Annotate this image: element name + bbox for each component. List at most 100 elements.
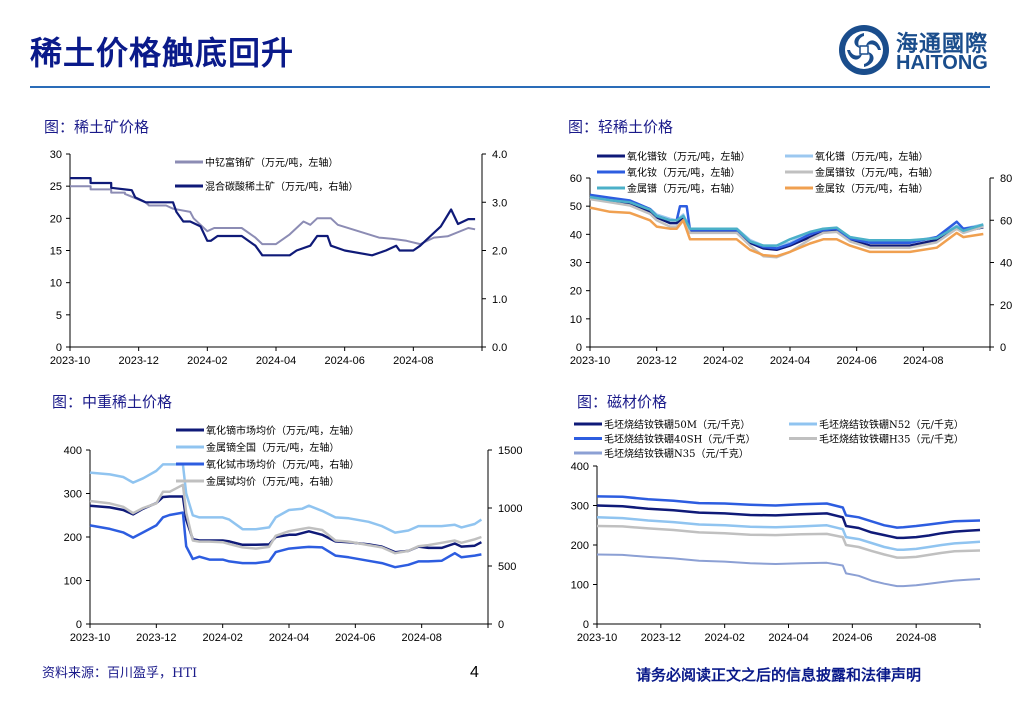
series-line-2 xyxy=(89,511,482,569)
x-tick-label: 2023-12 xyxy=(118,355,158,367)
series-line-0 xyxy=(596,504,981,540)
y-tick-label-right: 1500 xyxy=(498,445,522,457)
y-tick-label-left: 200 xyxy=(64,532,82,544)
legend-label-1: 氧化镨（万元/吨，左轴） xyxy=(815,150,928,163)
legend-label-2: 氧化铽市场均价（万元/吨，右轴） xyxy=(206,458,359,471)
y-tick-label-right: 0 xyxy=(1000,342,1006,354)
x-tick-label: 2024-04 xyxy=(770,355,810,367)
series-line-4 xyxy=(596,553,981,588)
disclaimer-link[interactable]: 请务必阅读正文之后的信息披露和法律声明 xyxy=(636,666,922,684)
y-tick-label-left: 10 xyxy=(570,314,582,326)
x-tick-label: 2024-06 xyxy=(836,355,876,367)
y-tick-label-right: 3.0 xyxy=(492,197,507,209)
series-line-3 xyxy=(89,483,482,555)
y-tick-label-left: 200 xyxy=(571,540,589,552)
y-tick-label-left: 0 xyxy=(576,342,582,354)
legend-label-0: 氧化镨钕（万元/吨，左轴） xyxy=(627,150,750,163)
x-tick-label: 2024-08 xyxy=(401,632,441,644)
x-tick-label: 2024-08 xyxy=(393,355,433,367)
logo-english-text: HAITONG xyxy=(896,52,988,74)
chart-heavy-rare-earth-prices: 0 100 200 300 400 0 500 1000 1500 2023-10 2023-12 2… xyxy=(64,424,523,644)
legend-label-0: 毛坯烧结钕铁硼50M（元/千克） xyxy=(604,418,750,431)
legend-label-1: 混合碳酸稀土矿（万元/吨，右轴） xyxy=(205,180,358,193)
y-tick-label-left: 20 xyxy=(570,286,582,298)
y-tick-label-left: 300 xyxy=(571,501,589,513)
x-tick-label: 2024-02 xyxy=(704,632,744,644)
y-tick-label-left: 20 xyxy=(50,213,62,225)
page-number: 4 xyxy=(470,664,479,681)
series-line-5 xyxy=(589,206,984,258)
series-line-1 xyxy=(70,176,476,257)
y-tick-label-left: 30 xyxy=(50,149,62,161)
x-tick-label: 2023-10 xyxy=(577,632,617,644)
chart-light-rare-earth-prices: 0 10 20 30 40 50 60 0 20 40 60 80 2023-10 2023-12 2024… xyxy=(570,150,1013,367)
y-tick-label-right: 60 xyxy=(1000,215,1012,227)
x-tick-label: 2024-04 xyxy=(768,632,808,644)
x-tick-label: 2023-10 xyxy=(570,355,610,367)
legend-label-0: 中钇富铕矿（万元/吨，左轴） xyxy=(205,156,338,169)
legend-label-2: 毛坯烧结钕铁硼40SH（元/千克） xyxy=(604,433,756,446)
y-tick-label-right: 1.0 xyxy=(492,294,507,306)
x-tick-label: 2023-12 xyxy=(136,632,176,644)
chart-title-magnet: 图：磁材价格 xyxy=(577,393,668,411)
x-tick-label: 2023-12 xyxy=(641,632,681,644)
chart-magnet-prices: 0 100 200 300 400 2023-10 2023-12 2024-02 2024-0… xyxy=(571,418,981,644)
x-tick-label: 2024-06 xyxy=(335,632,375,644)
legend-label-0: 氧化镝市场均价（万元/吨，左轴） xyxy=(206,424,359,437)
x-tick-label: 2024-02 xyxy=(703,355,743,367)
y-tick-label-right: 500 xyxy=(498,561,516,573)
y-tick-label-left: 0 xyxy=(583,619,589,631)
legend-label-3: 金属铽均价（万元/吨，右轴） xyxy=(206,475,339,488)
header-divider xyxy=(30,86,990,88)
series-line-1 xyxy=(596,516,981,551)
x-tick-label: 2024-06 xyxy=(832,632,872,644)
y-tick-label-left: 0 xyxy=(56,342,62,354)
y-tick-label-left: 30 xyxy=(570,258,582,270)
page-title: 稀土价格触底回升 xyxy=(30,34,295,72)
y-tick-label-left: 100 xyxy=(571,580,589,592)
x-tick-label: 2024-06 xyxy=(324,355,364,367)
y-tick-label-right: 0.0 xyxy=(492,342,507,354)
haitong-logo: 海通國際 HAITONG xyxy=(838,24,998,78)
x-tick-label: 2024-04 xyxy=(256,355,296,367)
y-tick-label-left: 25 xyxy=(50,181,62,193)
series-line-3 xyxy=(596,524,981,559)
y-tick-label-right: 1000 xyxy=(498,503,522,515)
y-tick-label-right: 0 xyxy=(498,619,504,631)
y-tick-label-left: 400 xyxy=(571,461,589,473)
logo-chinese-text: 海通國際 xyxy=(896,32,989,57)
y-tick-label-right: 2.0 xyxy=(492,246,507,258)
x-tick-label: 2023-10 xyxy=(50,355,90,367)
x-tick-label: 2024-08 xyxy=(903,355,943,367)
y-tick-label-left: 40 xyxy=(570,229,582,241)
series-line-2 xyxy=(596,495,981,529)
legend-label-2: 氧化钕（万元/吨，左轴） xyxy=(627,166,740,179)
y-tick-label-left: 400 xyxy=(64,445,82,457)
haitong-logo-icon xyxy=(839,25,889,75)
legend-label-3: 毛坯烧结钕铁硼H35（元/千克） xyxy=(819,433,964,446)
y-tick-label-left: 0 xyxy=(76,619,82,631)
x-tick-label: 2024-02 xyxy=(202,632,242,644)
y-tick-label-left: 15 xyxy=(50,246,62,258)
chart-title-ore: 图：稀土矿价格 xyxy=(44,118,150,136)
chart-title-light: 图：轻稀土价格 xyxy=(568,118,674,136)
y-tick-label-left: 300 xyxy=(64,489,82,501)
series-line-0 xyxy=(589,196,984,252)
x-tick-label: 2024-08 xyxy=(896,632,936,644)
chart-title-heavy: 图：中重稀土价格 xyxy=(52,393,173,411)
y-tick-label-right: 20 xyxy=(1000,300,1012,312)
legend-label-5: 金属钕（万元/吨，右轴） xyxy=(815,182,928,195)
y-tick-label-right: 4.0 xyxy=(492,149,507,161)
series-line-1 xyxy=(89,463,483,534)
y-tick-label-left: 100 xyxy=(64,576,82,588)
y-tick-label-left: 10 xyxy=(50,278,62,290)
x-tick-label: 2023-12 xyxy=(636,355,676,367)
legend-label-1: 毛坯烧结钕铁硼N52（元/千克） xyxy=(819,418,964,431)
legend-label-3: 金属镨钕（万元/吨，右轴） xyxy=(815,166,938,179)
source-note: 资料来源：百川盈孚，HTI xyxy=(42,666,198,681)
y-tick-label-right: 80 xyxy=(1000,173,1012,185)
legend-label-4: 金属镨（万元/吨，右轴） xyxy=(627,182,740,195)
y-tick-label-left: 5 xyxy=(56,310,62,322)
y-tick-label-left: 60 xyxy=(570,173,582,185)
legend-label-1: 金属镝全国（万元/吨，左轴） xyxy=(206,441,339,454)
